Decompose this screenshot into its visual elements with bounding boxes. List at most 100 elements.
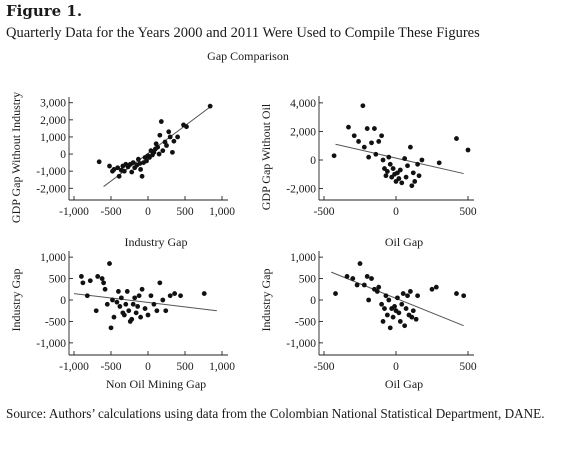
panel-3-data-point <box>157 280 163 286</box>
panel-3-y-tick-label: -500 <box>45 316 66 328</box>
panel-2-y-tick-label: 2,000 <box>290 126 316 138</box>
panel-2-data-point <box>360 103 366 109</box>
panel-4-data-point <box>409 314 415 320</box>
panel-4-data-point <box>364 274 370 279</box>
panel-4-data-point <box>344 274 350 279</box>
panel-4-x-label: Oil Gap <box>385 377 423 391</box>
panel-4-data-point <box>454 291 459 296</box>
panel-4-x-tick-label: 500 <box>459 361 477 373</box>
panel-1-y-label: GDP Gap Without Industry <box>9 92 23 223</box>
panel-4-data-point <box>429 286 435 292</box>
panel-2-data-point <box>331 153 337 159</box>
panel-2-data-point <box>403 174 409 180</box>
panel-3-title: Industry Gap <box>125 235 188 249</box>
panel-2-data-point <box>369 140 374 146</box>
panel-2-data-point <box>419 157 425 163</box>
panel-4-y-label: Industry Gap <box>259 269 273 332</box>
panel-3-x-tick-label: 1,000 <box>209 361 235 373</box>
panel-4-data-point <box>461 293 467 299</box>
panel-3-data-point <box>107 261 112 266</box>
panel-4-y-tick-label: 0 <box>310 295 316 307</box>
panel-3-data-point <box>118 295 124 301</box>
panel-3-data-point <box>123 301 129 307</box>
panel-1-data-point <box>157 132 163 138</box>
panel-3-data-point <box>99 276 105 281</box>
panel-4-data-point <box>392 304 397 309</box>
panel-4-data-point <box>357 261 363 266</box>
panel-2-y-tick-label: -2,000 <box>286 184 316 196</box>
panel-1-data-point <box>115 165 121 171</box>
panel-3-data-point <box>132 295 138 301</box>
panel-1-x-tick-label: -500 <box>100 206 121 218</box>
panel-2-data-point <box>366 154 372 160</box>
panel-1-data-point <box>207 103 213 109</box>
panel-2-data-point <box>416 173 422 179</box>
panel-4-data-point <box>333 291 338 296</box>
panel-4-data-point <box>366 297 372 303</box>
panel-4-data-point <box>382 306 387 311</box>
panel-3-x-label: Non Oil Mining Gap <box>106 377 206 391</box>
panel-2-data-point <box>373 151 379 157</box>
panel-2-data-point <box>436 160 442 166</box>
panel-3-fit-line <box>73 293 217 312</box>
panel-1-data-point <box>171 138 177 144</box>
panel-4-data-point <box>396 310 402 316</box>
panel-2-data-point <box>465 147 471 153</box>
panel-3-data-point <box>163 308 169 314</box>
panel-3-data-point <box>111 314 117 320</box>
panel-3-data-point <box>101 280 106 286</box>
panel-4-data-point <box>350 276 356 281</box>
panel-3-data-point <box>138 314 144 320</box>
panel-1-x-tick-label: 1,000 <box>209 206 235 218</box>
panel-2-data-point <box>387 161 393 167</box>
panel-1-data-point <box>184 124 189 130</box>
panel-3-data-point <box>124 289 130 294</box>
panel-3-data-point <box>87 278 93 284</box>
panel-3-data-point <box>104 301 110 307</box>
panel-2-data-point <box>415 161 420 167</box>
panel-1-y-tick-label: 1,000 <box>40 132 66 144</box>
panel-4-data-point <box>390 314 396 320</box>
panel-1-data-point <box>107 163 112 169</box>
panel-1-data-point <box>156 151 162 157</box>
panel-2-y-tick-label: 4,000 <box>290 98 316 110</box>
panel-3-data-point <box>133 310 139 316</box>
panel-4-data-point <box>379 301 384 307</box>
panel-4-data-point <box>383 293 389 299</box>
panel-4-data-point <box>387 325 393 331</box>
panel-4-data-point <box>410 308 416 314</box>
panel-1-y-tick-label: 3,000 <box>40 98 66 110</box>
panel-3-data-point <box>160 297 166 303</box>
panel-2-data-point <box>379 133 384 139</box>
panel-3-data-point <box>151 301 157 307</box>
panel-1-data-point <box>139 173 145 179</box>
panel-3-data-point <box>178 293 183 299</box>
panel-3-data-point <box>114 299 120 305</box>
panel-3-y-label: Industry Gap <box>9 269 23 332</box>
panel-2-data-point <box>390 166 396 171</box>
panel-3-data-point <box>130 301 136 307</box>
chart-subtitle: Gap Comparison <box>207 49 289 63</box>
panel-1-data-point <box>160 148 166 154</box>
panel-1-data-point <box>96 159 102 165</box>
panel-3-data-point <box>135 304 141 309</box>
panel-3-data-point <box>172 291 178 296</box>
panel-4-data-point <box>386 297 392 303</box>
panel-3-data-point <box>79 274 84 279</box>
panel-4-data-point <box>400 291 406 296</box>
panel-1-data-point <box>166 129 172 135</box>
panel-3-data-point <box>121 312 127 318</box>
panel-2-data-point <box>361 144 367 150</box>
panel-2-data-point <box>409 183 415 189</box>
panel-1-data-point <box>164 143 169 148</box>
panel-4-x-tick-label: 0 <box>393 361 399 373</box>
panel-2-data-point <box>396 176 402 181</box>
panel-2-y-label: GDP Gap Without Oil <box>259 103 273 210</box>
panel-4-data-point <box>380 319 386 324</box>
panel-1-data-point <box>155 144 161 150</box>
panel-2-data-point <box>397 167 403 173</box>
panel-2-y-tick-label: 0 <box>310 155 316 167</box>
panel-4-title: Oil Gap <box>385 235 423 249</box>
panel-4-data-point <box>384 312 390 318</box>
